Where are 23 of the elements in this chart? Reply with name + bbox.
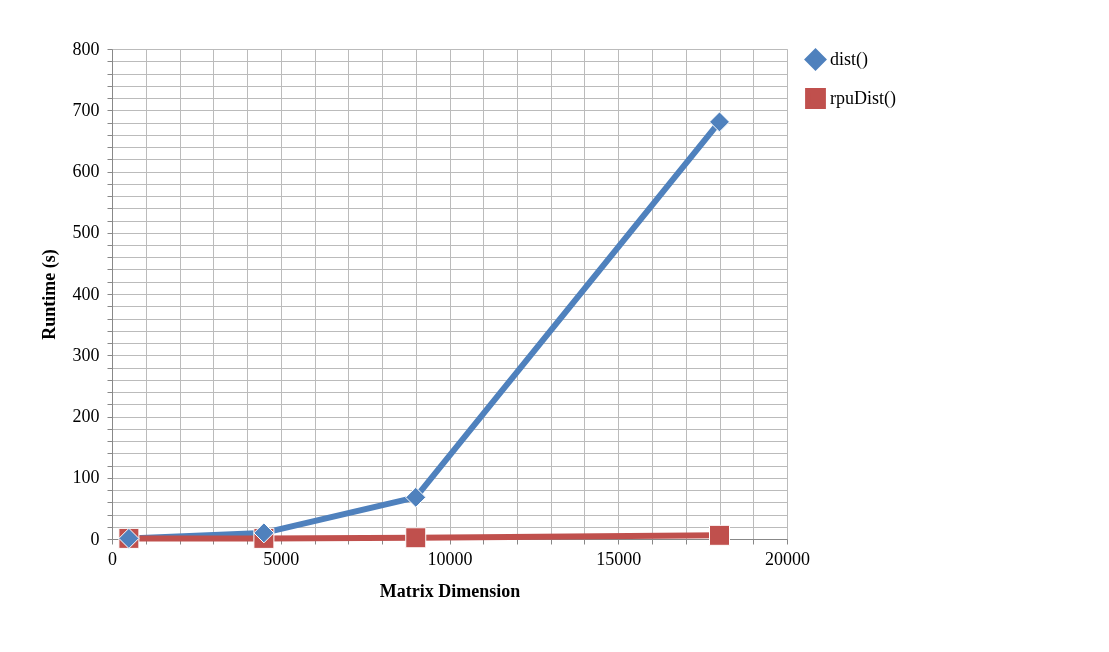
x-tick-label: 0 [108, 548, 117, 569]
y-axis-title: Runtime (s) [38, 249, 60, 340]
y-tick-label: 300 [72, 344, 100, 365]
legend-label: dist() [830, 48, 868, 70]
x-tick-label: 20000 [765, 548, 810, 569]
y-tick-label: 100 [72, 467, 100, 488]
x-axis-title: Matrix Dimension [379, 580, 521, 601]
x-tick-label: 15000 [596, 548, 642, 569]
y-tick-label: 500 [72, 222, 100, 243]
x-tick-label: 5000 [263, 548, 300, 569]
y-tick-label: 700 [72, 99, 100, 120]
legend-label: rpuDist() [830, 87, 896, 109]
point [709, 111, 730, 133]
point [405, 527, 427, 549]
point [709, 524, 730, 546]
point [405, 486, 427, 508]
x-tick-label: 10000 [427, 548, 473, 569]
y-tick-label: 0 [90, 528, 100, 549]
y-tick-label: 200 [72, 406, 100, 426]
y-tick-label: 800 [72, 38, 100, 59]
point [253, 522, 275, 544]
y-tick-label: 400 [72, 283, 100, 304]
y-tick-label: 600 [72, 161, 100, 181]
